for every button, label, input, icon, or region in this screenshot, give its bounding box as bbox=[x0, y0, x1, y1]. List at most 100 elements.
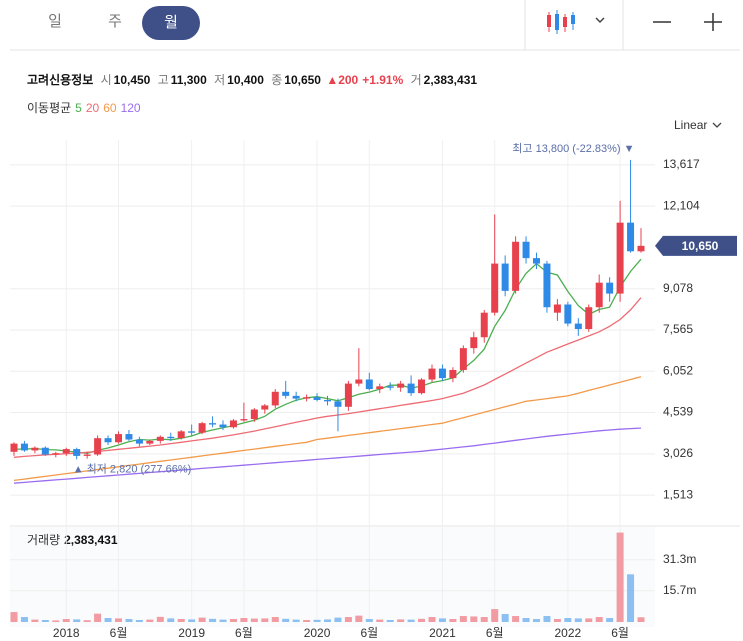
candle-body bbox=[449, 369, 457, 379]
volume-bar bbox=[355, 615, 363, 622]
candle-body bbox=[198, 423, 206, 433]
candle-body bbox=[564, 304, 572, 324]
volume-bar bbox=[156, 616, 164, 622]
candle-body bbox=[303, 397, 311, 399]
zoom-in[interactable] bbox=[704, 13, 722, 31]
candle-body bbox=[595, 282, 603, 308]
quote-key: 시 bbox=[101, 73, 112, 87]
volume-bar bbox=[146, 619, 154, 622]
volume-bar bbox=[470, 616, 478, 622]
volume-bar bbox=[250, 618, 258, 622]
volume-bar bbox=[167, 618, 175, 622]
volume-bar bbox=[198, 617, 206, 622]
chart-type-icon[interactable] bbox=[547, 10, 575, 34]
candle-body bbox=[574, 323, 582, 330]
scale-chevron[interactable] bbox=[712, 122, 722, 128]
legend-entry: 5 bbox=[75, 101, 82, 115]
ma-line bbox=[13, 297, 642, 458]
dropdown-chevron[interactable] bbox=[595, 17, 605, 24]
quote-change: ▲200 bbox=[326, 73, 358, 87]
toolbar: 일 주 월 bbox=[10, 0, 740, 51]
volume-bar bbox=[83, 620, 91, 622]
volume-bar bbox=[240, 618, 248, 622]
volume-panel bbox=[10, 527, 655, 627]
volume-bar bbox=[41, 620, 49, 622]
y-tick-label: 15.7m bbox=[663, 583, 696, 597]
volume-bar bbox=[501, 614, 509, 622]
candle-body bbox=[491, 263, 499, 313]
candle-body bbox=[616, 222, 624, 294]
candle-body bbox=[261, 405, 269, 410]
volume-bar bbox=[334, 617, 342, 622]
x-tick-label: 2022 bbox=[554, 626, 581, 640]
candle-body bbox=[344, 383, 352, 407]
volume-bar bbox=[229, 619, 237, 622]
volume-bar bbox=[627, 574, 635, 622]
y-tick-label: 12,104 bbox=[663, 198, 700, 212]
volume-bar bbox=[606, 618, 614, 622]
tab-selected[interactable]: 월 bbox=[164, 14, 178, 31]
ma-legend: 이동평균 5 20 60 120 bbox=[27, 101, 141, 115]
candle-body bbox=[365, 379, 373, 390]
candle-body bbox=[533, 258, 540, 264]
volume-bar bbox=[31, 619, 39, 622]
candle-body bbox=[146, 440, 154, 444]
volume-bar bbox=[397, 619, 405, 622]
legend-entry: 60 bbox=[103, 101, 117, 115]
max-annotation: 최고 13,800 (-22.83%) ▼ bbox=[512, 142, 634, 155]
candle-body bbox=[438, 368, 446, 379]
min-annotation: ▲ 최저 2,820 (277.66%) bbox=[73, 462, 192, 475]
candle-body bbox=[156, 436, 164, 441]
candle-body bbox=[418, 379, 426, 394]
x-tick-label: 6월 bbox=[110, 626, 128, 640]
volume-bar bbox=[574, 618, 582, 622]
candle-body bbox=[355, 379, 363, 384]
legend-entry: 120 bbox=[121, 101, 141, 115]
volume-bar bbox=[480, 617, 488, 622]
volume-bar bbox=[219, 619, 227, 622]
volume-bar bbox=[62, 619, 70, 622]
volume-bar bbox=[104, 618, 112, 622]
volume-bar bbox=[20, 617, 28, 622]
volume-bar bbox=[292, 619, 300, 622]
x-tick-label: 2018 bbox=[53, 626, 80, 640]
quote-change-pct: +1.91% bbox=[362, 73, 403, 87]
volume-bar bbox=[365, 619, 373, 622]
quote-key: 거 bbox=[411, 73, 422, 87]
candle-body bbox=[250, 409, 258, 420]
x-tick-label: 2020 bbox=[304, 626, 331, 640]
volume-bar bbox=[533, 619, 540, 622]
candle-body bbox=[135, 439, 143, 444]
candle-body bbox=[177, 431, 185, 439]
candle-body bbox=[52, 453, 60, 455]
volume-bar bbox=[616, 532, 624, 622]
volume-bar bbox=[344, 617, 352, 622]
volume-bar bbox=[459, 616, 467, 622]
y-tick-label: 3,026 bbox=[663, 446, 693, 460]
ma-line bbox=[13, 376, 642, 482]
volume-bar bbox=[543, 616, 551, 622]
tab[interactable]: 일 bbox=[48, 13, 62, 30]
volume-bar bbox=[438, 618, 446, 622]
candle-body bbox=[313, 397, 321, 400]
volume-bar bbox=[386, 620, 394, 622]
candle-body bbox=[31, 447, 39, 451]
ma-line bbox=[13, 427, 642, 484]
volume-bar bbox=[125, 619, 133, 622]
legend-entry: 20 bbox=[86, 101, 100, 115]
scale-select[interactable]: Linear bbox=[674, 118, 707, 132]
candle-body bbox=[522, 241, 530, 259]
volume-bar bbox=[209, 618, 217, 622]
quote-value: 10,650 bbox=[284, 73, 321, 87]
volume-bar bbox=[376, 619, 384, 622]
candle-body bbox=[397, 383, 405, 388]
tab-selected-bg[interactable] bbox=[142, 6, 200, 40]
candle-body bbox=[83, 454, 91, 456]
volume-bar bbox=[303, 620, 311, 622]
y-tick-label: 4,539 bbox=[663, 405, 693, 419]
candle-body bbox=[167, 436, 175, 439]
tab[interactable]: 주 bbox=[108, 13, 122, 30]
volume-bar bbox=[177, 619, 185, 622]
y-tick-label: 6,052 bbox=[663, 363, 693, 377]
